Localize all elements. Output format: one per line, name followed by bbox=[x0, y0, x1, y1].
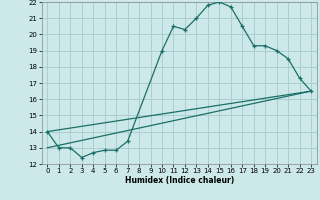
X-axis label: Humidex (Indice chaleur): Humidex (Indice chaleur) bbox=[124, 176, 234, 185]
